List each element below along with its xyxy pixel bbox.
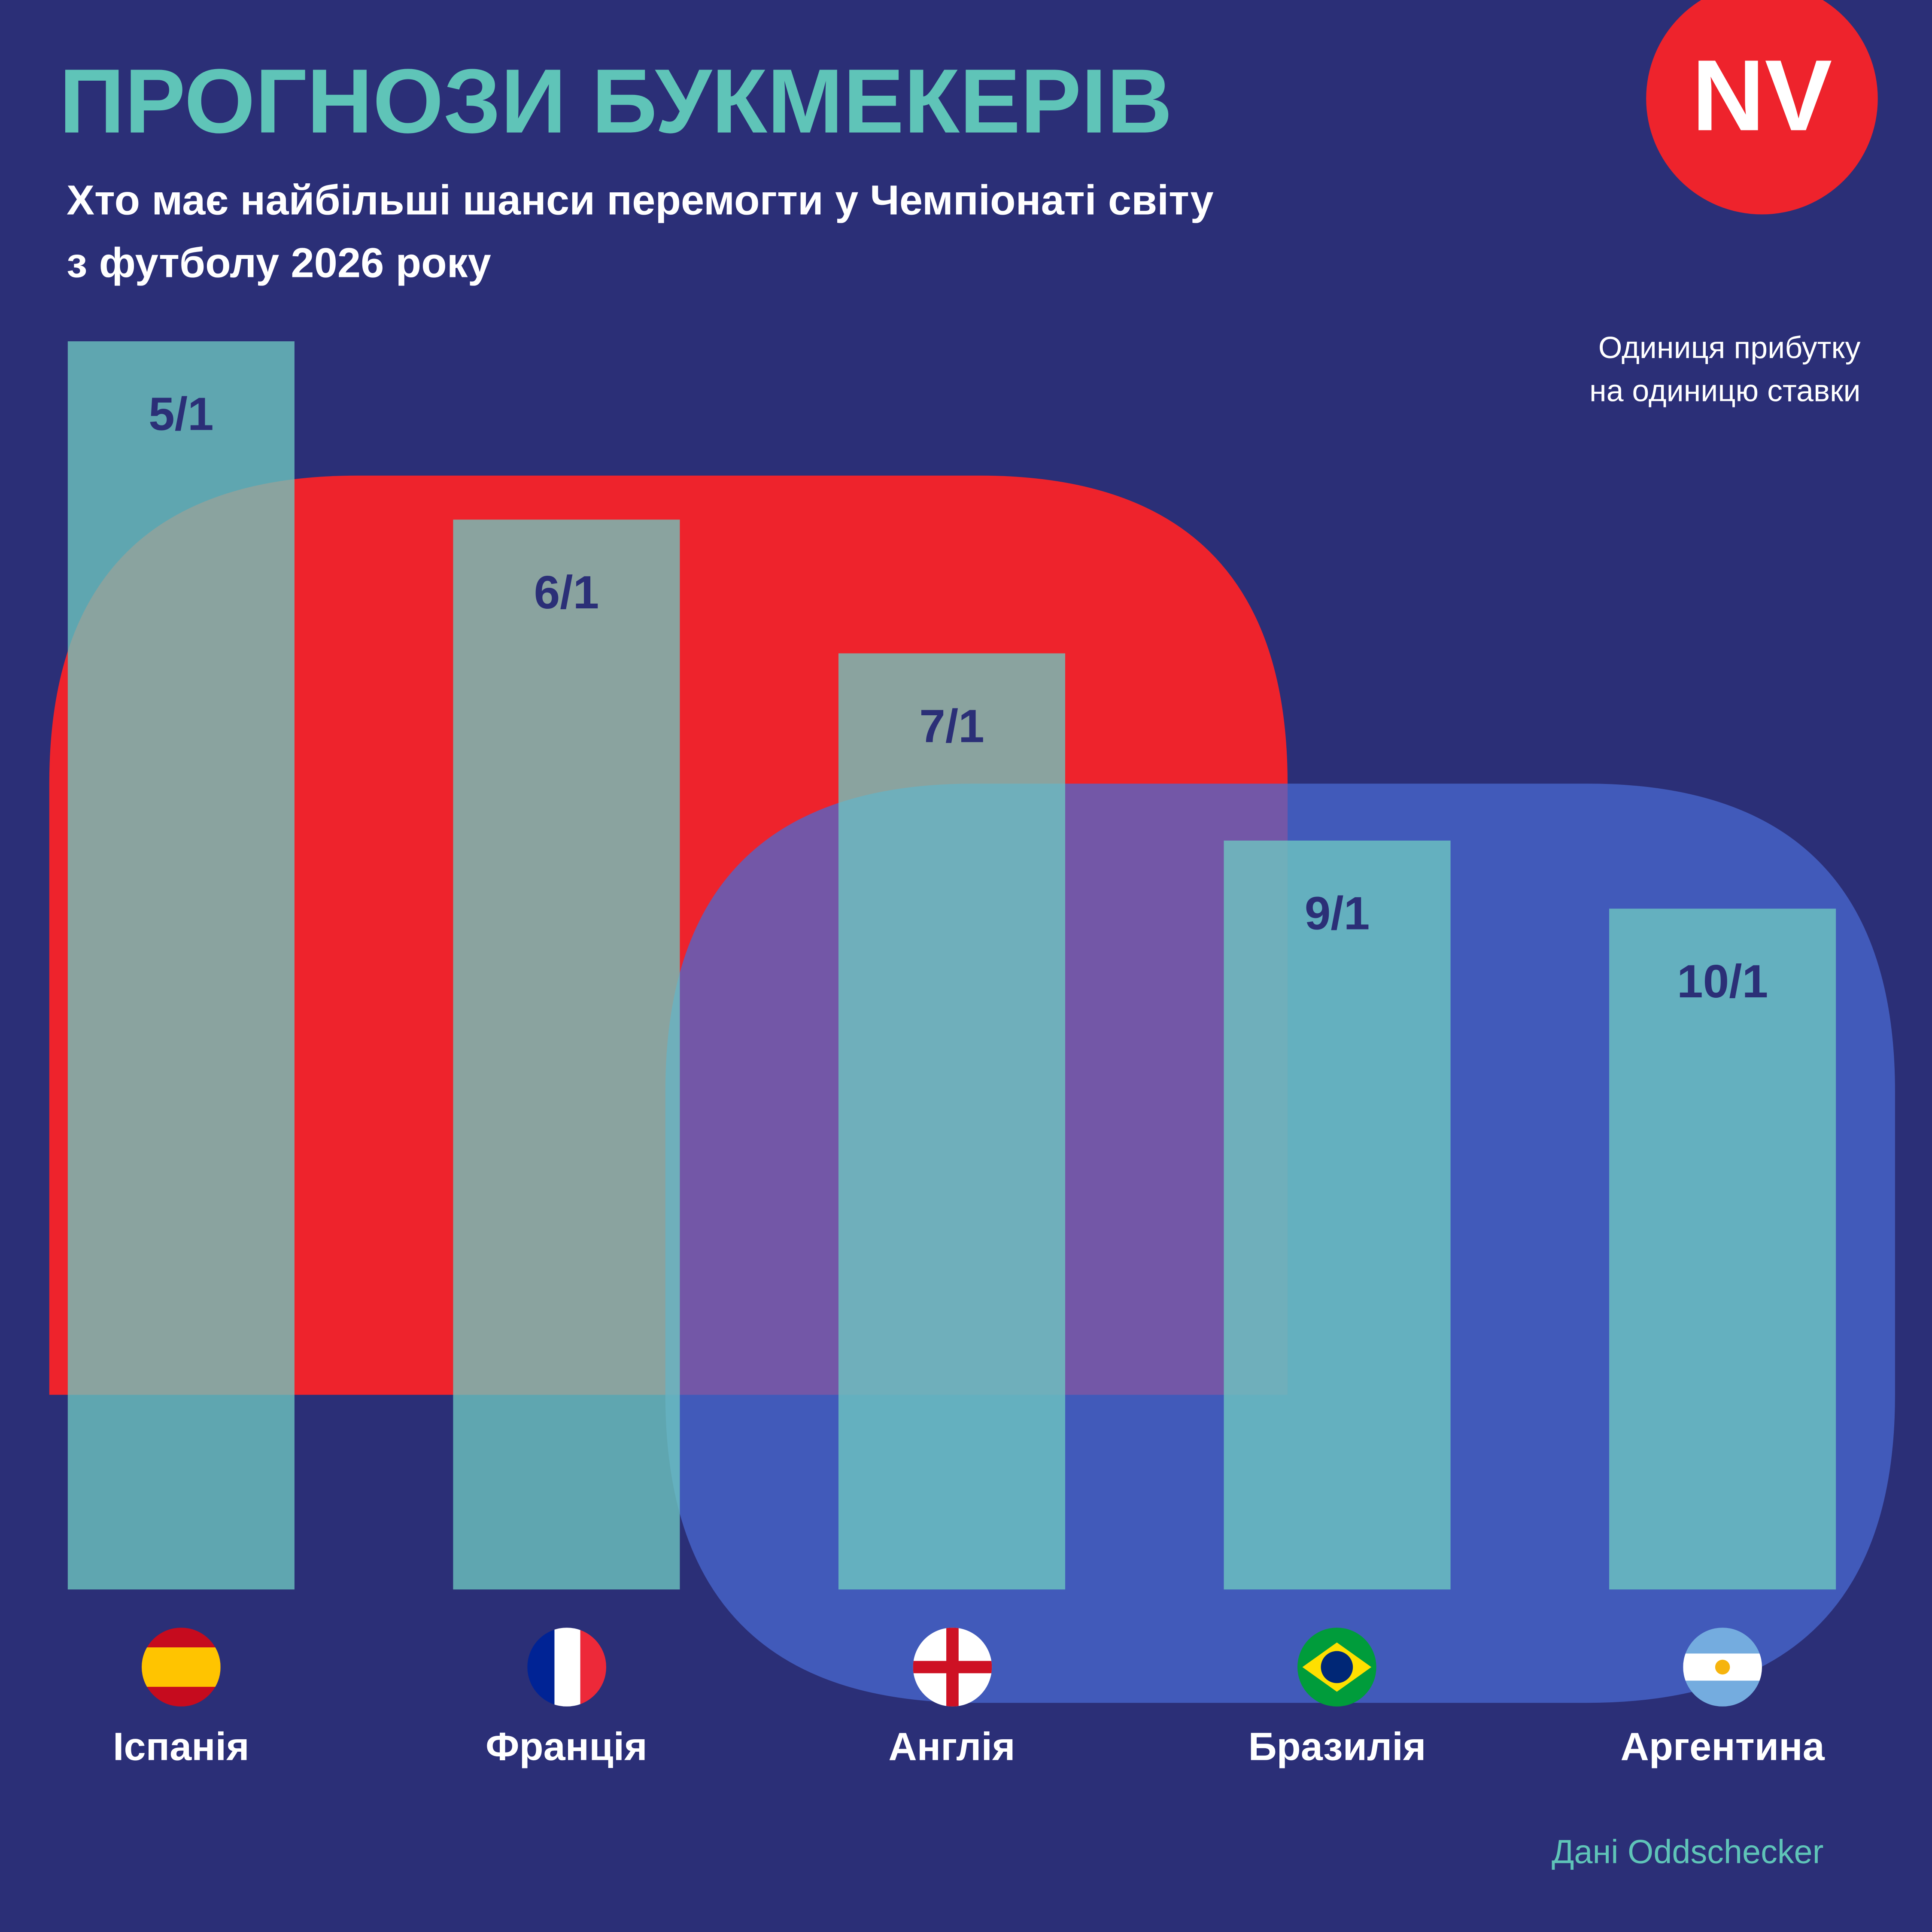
value-label: 10/1 [1677, 955, 1768, 1008]
x-tick-label: Аргентина [1621, 1725, 1825, 1769]
bars [67, 341, 1836, 1590]
value-label: 6/1 [534, 566, 599, 619]
value-label: 9/1 [1305, 887, 1370, 940]
subtitle: з футболу 2026 року [67, 240, 491, 286]
x-tick-label: Бразилія [1249, 1725, 1426, 1769]
bar [67, 341, 295, 1590]
flag-argentina [1683, 1628, 1762, 1707]
unit-note: Одиниця прибутку [1598, 331, 1861, 365]
unit-note: на одиницю ставки [1589, 374, 1861, 408]
bar [1609, 908, 1836, 1590]
x-tick-label: Англія [888, 1725, 1015, 1769]
flag-brazil [1297, 1628, 1376, 1707]
bar [838, 653, 1066, 1590]
value-label: 5/1 [149, 388, 214, 440]
bar [453, 519, 680, 1590]
value-label: 7/1 [919, 700, 984, 753]
flag-england [913, 1628, 992, 1707]
logo-circle [1646, 0, 1878, 215]
source: Дані Oddschecker [1552, 1834, 1823, 1871]
bar [1224, 840, 1451, 1590]
chart-title: ПРОГНОЗИ БУКМЕКЕРІВ [59, 51, 1173, 152]
logo: NV [1692, 39, 1832, 152]
subtitle: Хто має найбільші шанси перемогти у Чемп… [67, 176, 1214, 223]
flag-spain [142, 1628, 221, 1707]
x-tick-label: Іспанія [113, 1725, 249, 1769]
x-tick-label: Франція [486, 1725, 647, 1769]
